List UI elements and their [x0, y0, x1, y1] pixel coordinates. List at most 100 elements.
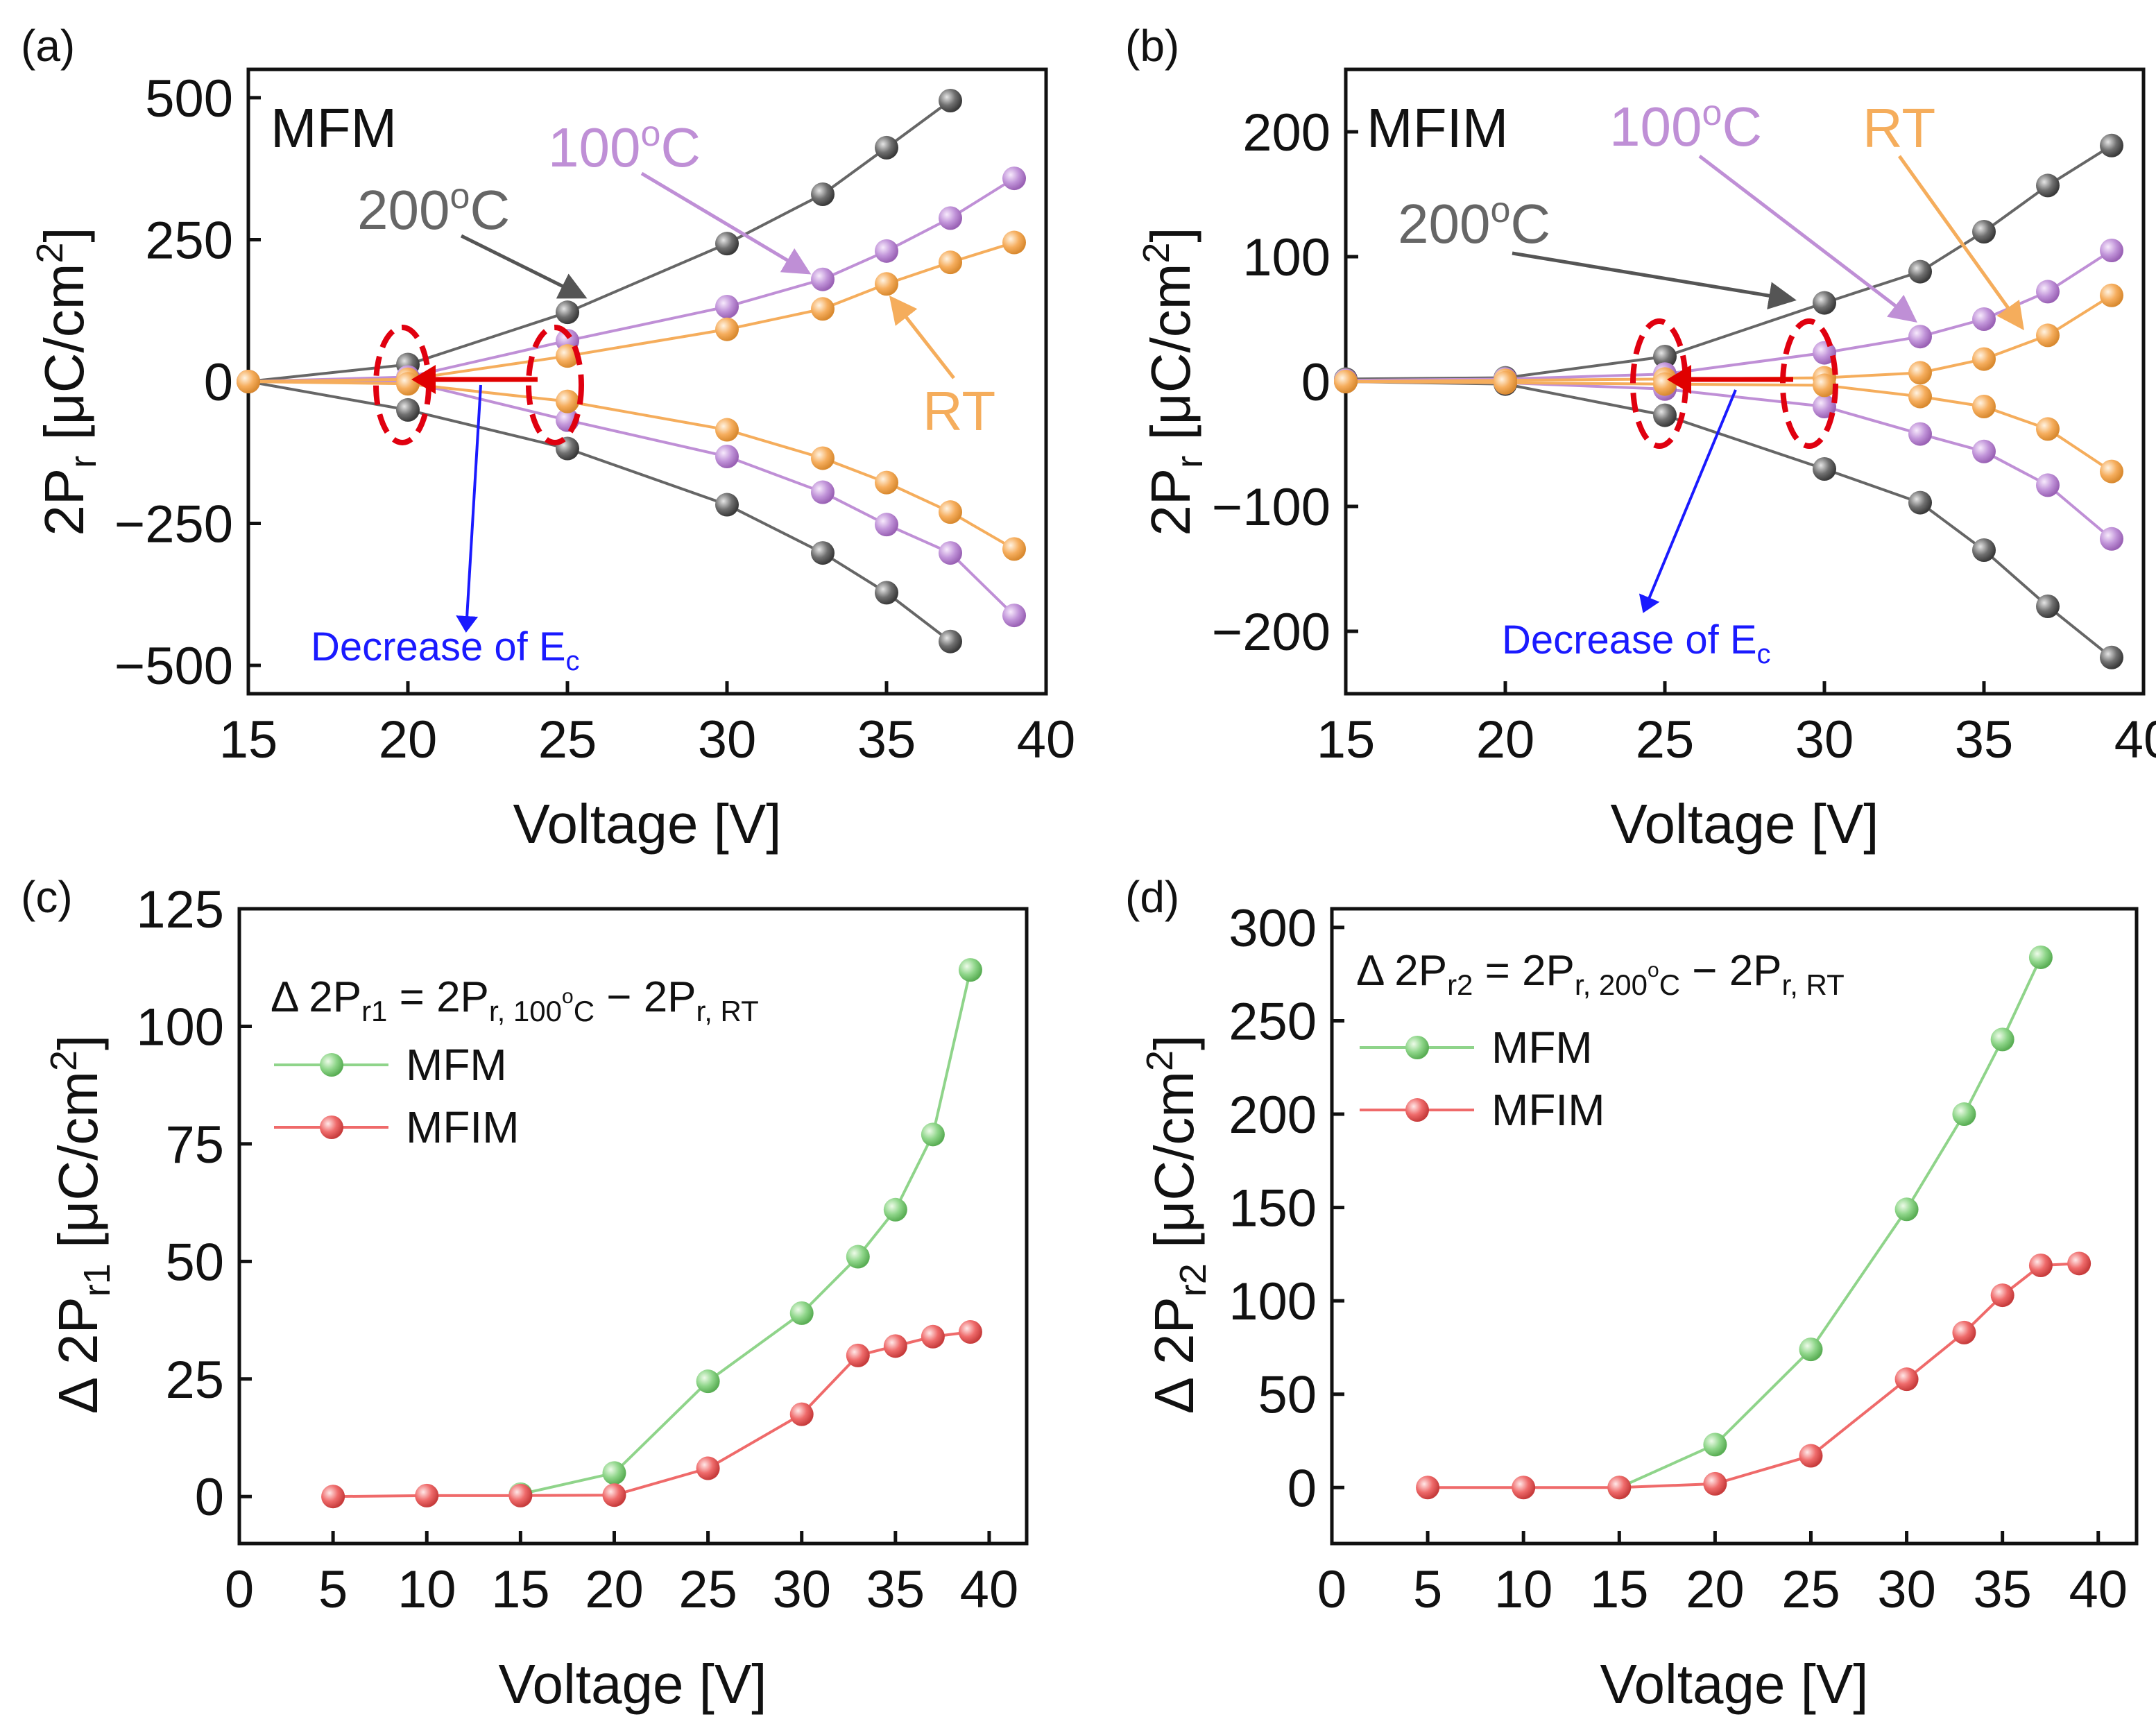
data-point-rt [1908, 361, 1932, 385]
data-point-100oc [811, 267, 835, 291]
panel-a-200c-label: 200oC [357, 176, 510, 241]
data-point-mfim [1512, 1476, 1536, 1500]
panel-b-rt-label: RT [1863, 97, 1935, 159]
data-point-mfim [415, 1483, 439, 1507]
x-tick-label: 30 [1795, 710, 1854, 769]
legend-label-mfim: MFIM [1491, 1085, 1605, 1135]
data-point-mfim [1894, 1367, 1919, 1392]
x-tick-label: 25 [538, 710, 597, 769]
y-tick-label: −200 [1212, 603, 1331, 662]
data-point-mfim [2067, 1251, 2091, 1276]
data-point-200oc [939, 89, 962, 112]
legend-label-mfim: MFIM [406, 1102, 520, 1152]
data-point-200oc [1972, 220, 1996, 243]
y-tick-label: 100 [136, 998, 224, 1057]
y-tick-label: 100 [1229, 1272, 1317, 1331]
panel-d-frame [1330, 907, 2139, 1546]
panel-c-legend-title: Δ 2Pr1 = 2Pr, 100oC − 2Pr, RT [271, 973, 759, 1027]
data-point-mfm [1894, 1197, 1919, 1222]
x-tick-label: 40 [960, 1560, 1019, 1619]
data-point-100oc [939, 541, 962, 565]
data-point-mfim [1952, 1320, 1976, 1344]
data-point-mfm [2028, 945, 2053, 969]
panel-b-ylabel: 2Pr [μC/cm2] [1136, 227, 1210, 536]
series-line-200oc-negative [248, 380, 952, 643]
y-tick-label: 100 [1242, 228, 1331, 287]
panel-a-label: (a) [21, 21, 75, 71]
data-point-mfm [846, 1245, 870, 1269]
y-tick-label: 50 [1258, 1366, 1317, 1425]
data-point-100oc [2100, 527, 2123, 551]
data-point-mfim [883, 1334, 907, 1358]
x-tick-label: 10 [1494, 1560, 1553, 1619]
panel-d: (d) 0 5 10 15 20 25 30 35 40 0 50 100 150 200 250 300 V… [1125, 872, 2139, 1715]
data-point-mfm [602, 1461, 626, 1485]
series-line-200oc-positive [1345, 144, 2113, 381]
y-tick-label: 0 [1287, 1459, 1317, 1518]
x-tick-label: 25 [1781, 1560, 1840, 1619]
data-point-mfm [1952, 1102, 1976, 1127]
legend-swatch-marker-mfim [320, 1116, 343, 1139]
y-tick-label: 300 [1229, 899, 1317, 958]
y-tick-label: 0 [1301, 353, 1331, 412]
legend-label-mfm: MFM [1491, 1023, 1593, 1072]
data-point-100oc [1972, 307, 1996, 331]
y-tick-label: 75 [165, 1116, 224, 1174]
data-point-200oc [811, 182, 835, 206]
panel-c: (c) 0 5 10 15 20 25 30 35 40 0 25 50 75 100 125 Voltag… [21, 872, 1029, 1715]
y-tick-label: −100 [1212, 478, 1331, 537]
data-point-100oc [1813, 341, 1836, 365]
x-tick-label: 20 [1476, 710, 1535, 769]
data-point-rt [2100, 459, 2123, 484]
x-tick-label: 40 [2114, 710, 2156, 769]
series-line-mfim [1428, 1262, 2080, 1489]
panel-b-device-label: MFIM [1367, 97, 1508, 159]
data-point-200oc [2036, 595, 2060, 618]
panel-b-ec-ellipse-30v [1780, 318, 1838, 449]
data-point-mfim [846, 1343, 870, 1367]
data-point-100oc [2036, 473, 2060, 497]
data-point-rt [939, 250, 962, 275]
panel-d-ticks: 0 5 10 15 20 25 30 35 40 0 50 100 150 200 250 300 [1229, 899, 2128, 1619]
data-point-mfim [789, 1402, 814, 1426]
x-tick-label: 0 [1317, 1560, 1346, 1619]
panel-a-device-label: MFM [271, 97, 397, 159]
panel-c-label: (c) [21, 872, 73, 922]
data-point-100oc [1908, 325, 1932, 349]
data-point-100oc [811, 480, 835, 504]
series-line-mfm [1618, 957, 2042, 1489]
data-point-100oc [875, 513, 898, 537]
data-point-rt [875, 470, 898, 495]
panel-b-100c-arrow [1698, 155, 1917, 323]
x-tick-label: 40 [2069, 1560, 2128, 1619]
data-point-rt [939, 500, 962, 524]
data-point-200oc [715, 232, 739, 256]
panel-b-ticks: 15 20 25 30 35 40 200 100 0 −100 −200 [1212, 103, 2156, 769]
panel-a-ticks: 15 20 25 30 35 40 500 250 0 −250 −500 [114, 69, 1075, 769]
data-point-rt [396, 372, 420, 396]
y-tick-label: −500 [114, 637, 233, 696]
panel-d-legend: Δ 2Pr2 = 2Pr, 200oC − 2Pr, RT MFM MFIM [1356, 947, 1845, 1135]
data-point-mfim [1416, 1476, 1440, 1500]
panel-c-ticks: 0 5 10 15 20 25 30 35 40 0 25 50 75 100 125 [136, 880, 1018, 1619]
data-point-rt [1972, 395, 1996, 418]
x-tick-label: 35 [1973, 1560, 2032, 1619]
x-tick-label: 5 [318, 1560, 348, 1619]
legend-swatch-marker-mfm [1405, 1036, 1429, 1059]
data-point-200oc [1908, 490, 1932, 515]
data-point-200oc [1813, 457, 1836, 481]
data-point-200oc [1972, 538, 1996, 562]
data-point-rt [875, 272, 898, 296]
data-point-200oc [2100, 645, 2123, 669]
y-tick-label: 200 [1229, 1086, 1317, 1145]
data-point-rt [1002, 537, 1026, 561]
data-point-200oc [811, 541, 835, 565]
panel-a-ylabel: 2Pr [μC/cm2] [29, 227, 104, 536]
data-point-mfim [602, 1483, 626, 1507]
data-point-200oc [1908, 259, 1932, 284]
y-tick-label: 150 [1229, 1179, 1317, 1238]
panel-b-series [1334, 133, 2123, 669]
data-point-200oc [939, 629, 962, 653]
x-tick-label: 5 [1413, 1560, 1442, 1619]
data-point-mfm [1703, 1433, 1727, 1457]
